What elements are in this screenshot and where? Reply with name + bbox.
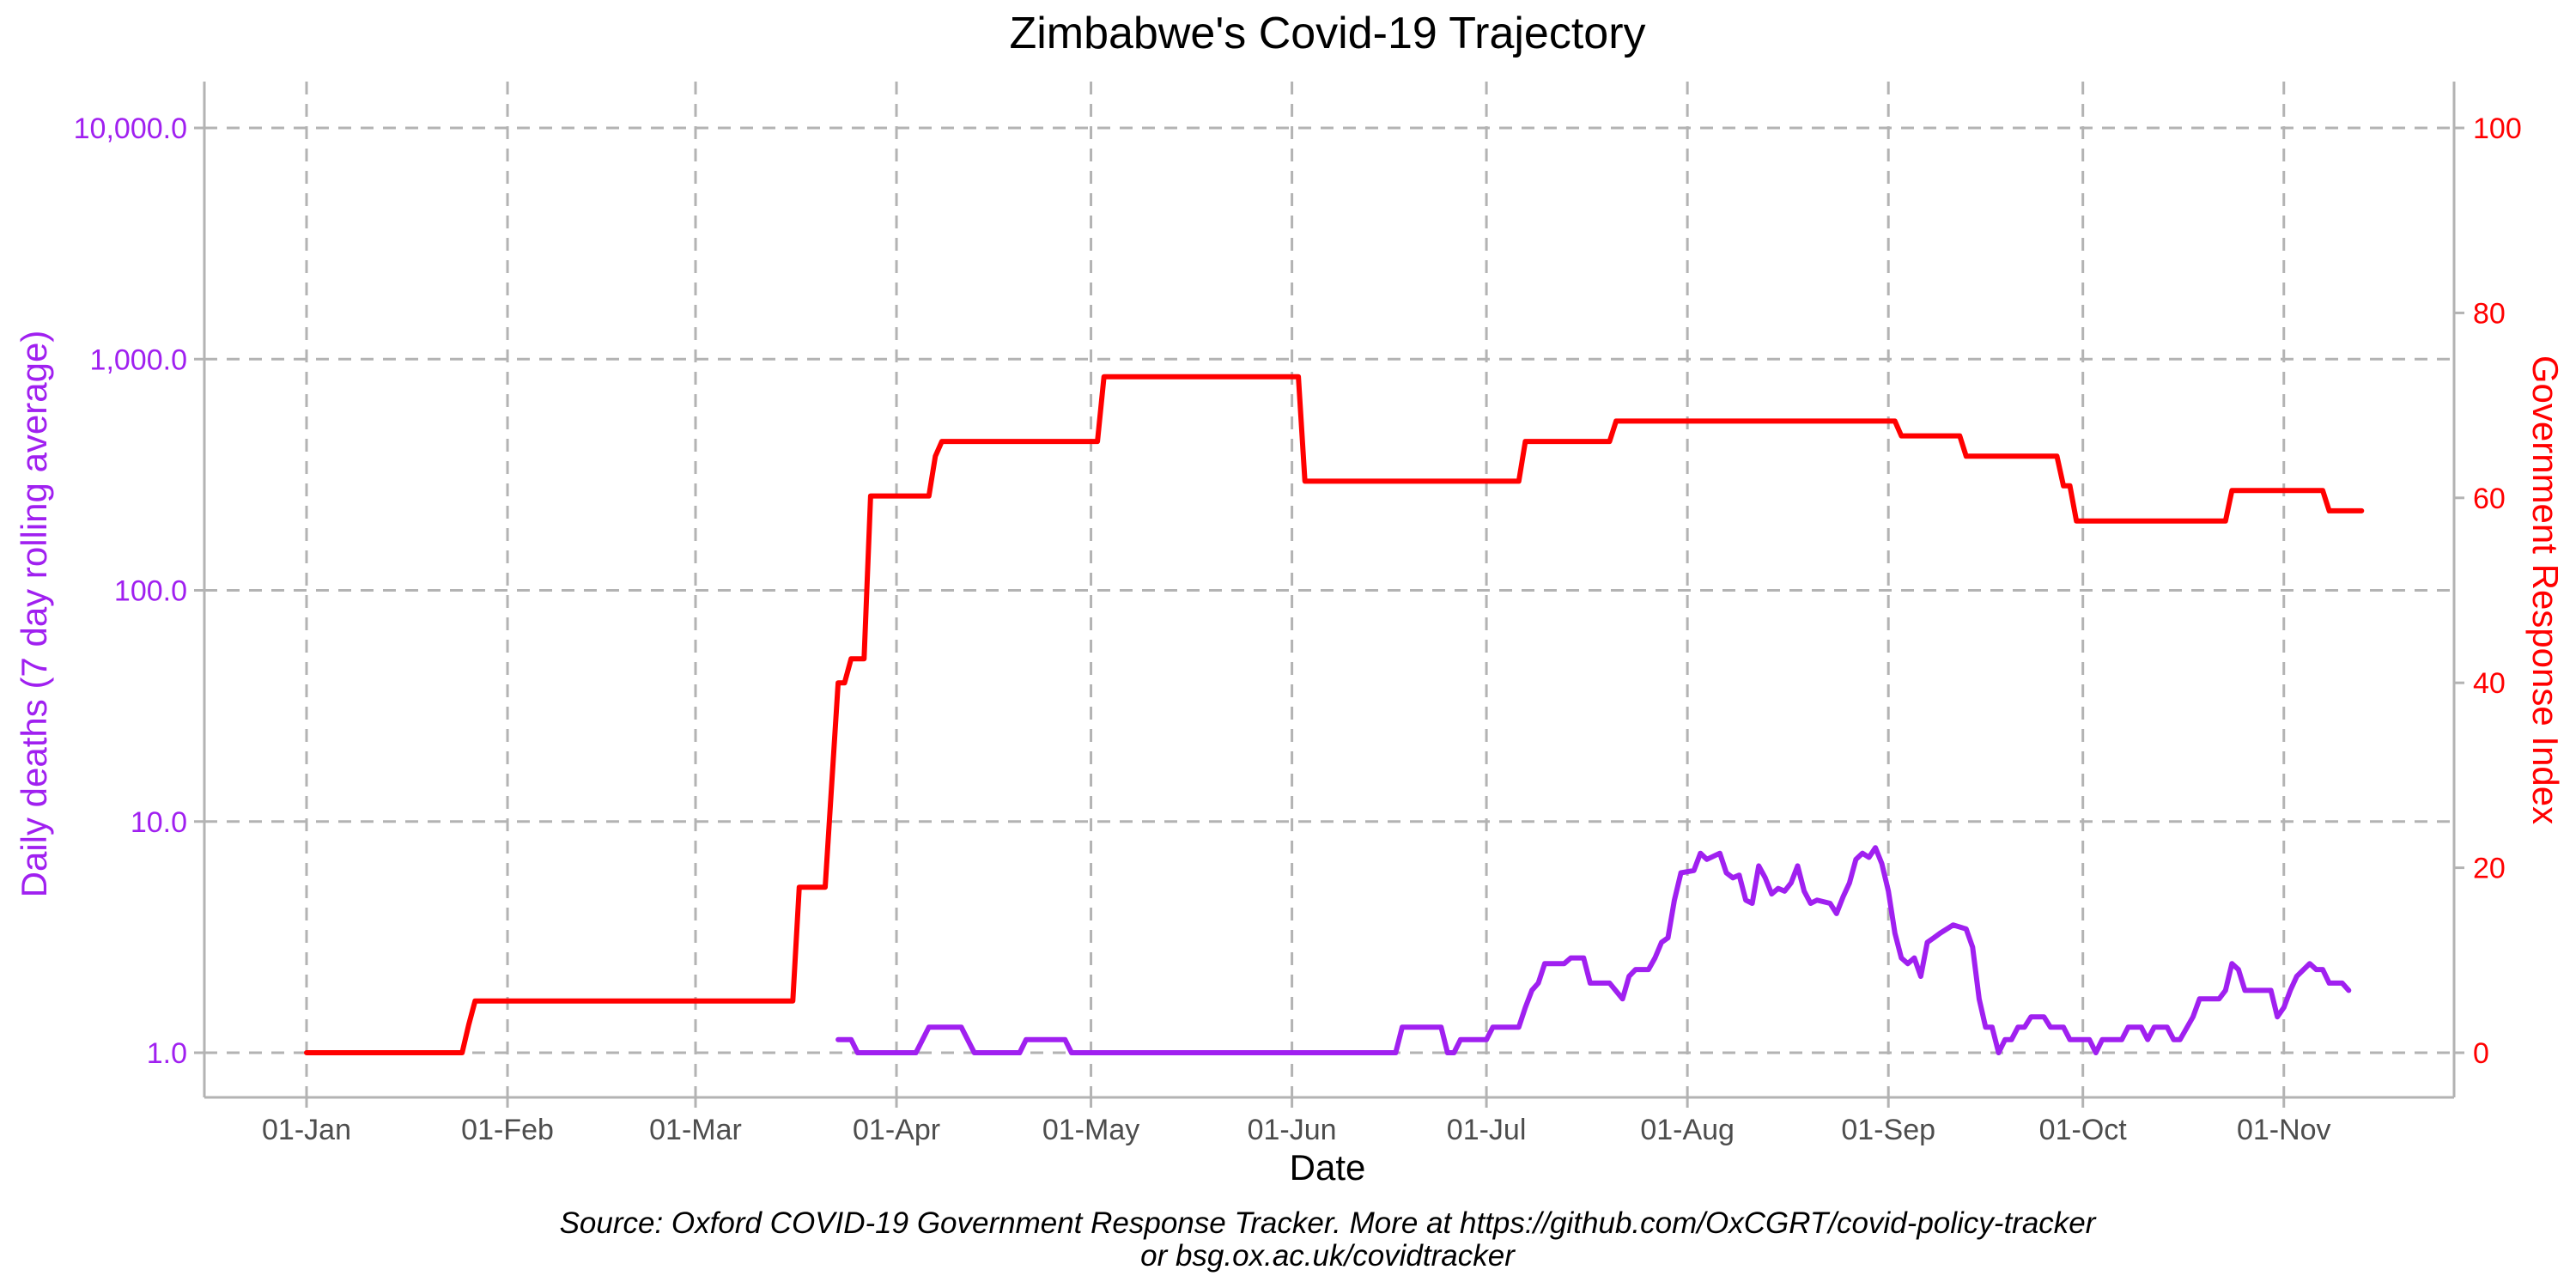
x-tick-label: 01-May [1042, 1114, 1139, 1146]
left-tick-label: 10.0 [131, 806, 187, 839]
caption-line-1: Source: Oxford COVID-19 Government Respo… [560, 1206, 2097, 1240]
x-tick-label: 01-Oct [2039, 1114, 2128, 1146]
left-tick-label: 1,000.0 [90, 343, 187, 376]
right-tick-label: 0 [2473, 1037, 2489, 1070]
series-line-deaths [835, 845, 2352, 1055]
x-axis-label: Date [1290, 1147, 1366, 1188]
right-tick-label: 40 [2473, 667, 2506, 700]
ticks-layer: 1.0 10.0 100.0 1,000.0 10,000.0 0 20 40 60 80 100 0… [74, 112, 2522, 1146]
right-tick-label: 60 [2473, 483, 2506, 515]
x-tick-label: 01-Mar [649, 1114, 742, 1146]
x-tick-label: 01-Sep [1841, 1114, 1935, 1146]
left-tick-label: 1.0 [147, 1037, 187, 1070]
left-tick-label: 100.0 [114, 575, 187, 608]
x-tick-label: 01-Jul [1447, 1114, 1527, 1146]
left-axis-label: Daily deaths (7 day rolling average) [14, 331, 54, 898]
right-axis-label: Government Response Index [2525, 355, 2566, 824]
x-tick-label: 01-Jan [262, 1114, 351, 1146]
right-tick-label: 100 [2473, 112, 2522, 145]
series-layer [304, 374, 2365, 1055]
chart-title: Zimbabwe's Covid-19 Trajectory [1009, 9, 1645, 58]
x-tick-label: 01-Feb [461, 1114, 554, 1146]
right-tick-label: 80 [2473, 297, 2506, 330]
left-tick-label: 10,000.0 [74, 112, 187, 145]
x-tick-label: 01-Aug [1640, 1114, 1735, 1146]
series-line-response-index [304, 374, 2365, 1055]
x-tick-label: 01-Nov [2237, 1114, 2331, 1146]
caption-line-2: or bsg.ox.ac.uk/covidtracker [1140, 1239, 1516, 1273]
right-tick-label: 20 [2473, 853, 2506, 885]
x-tick-label: 01-Apr [853, 1114, 940, 1146]
x-tick-label: 01-Jun [1248, 1114, 1337, 1146]
